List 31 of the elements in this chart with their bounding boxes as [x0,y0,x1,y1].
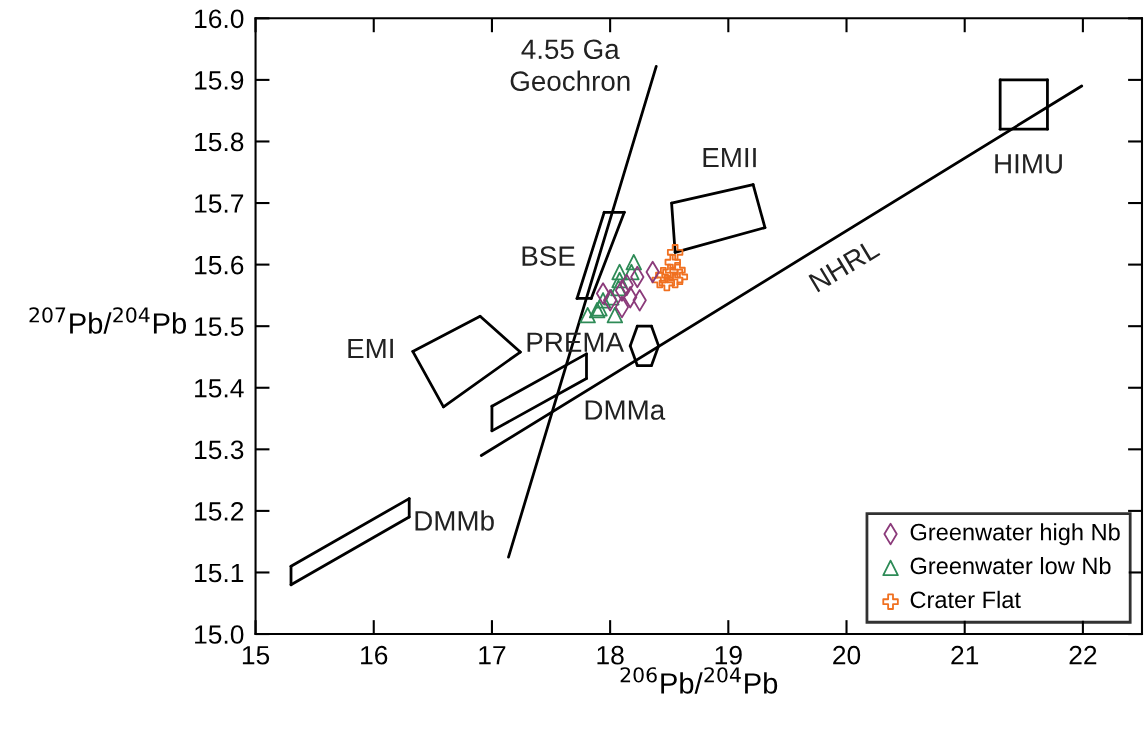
y-tick-label: 15.6 [195,255,244,275]
x-tick-label: 17 [479,646,506,665]
x-tick-label: 22 [1069,645,1097,665]
x-axis-title: $^{206}$Pb/$^{204}$Pb [620,667,778,694]
y-tick-label: 15.8 [195,132,244,152]
y-tick-label: 15.5 [195,317,244,337]
annotation: HIMU [995,154,1062,174]
x-tick-label: 18 [597,645,624,665]
annotation: DMMa [585,400,666,420]
y-tick-label: 15.9 [195,71,244,90]
x-tick-label: 15 [242,646,270,665]
annotation: DMMb [415,510,494,531]
y-tick-label: 15.1 [195,563,244,583]
x-tick-label: 20 [833,645,861,665]
legend-label: Greenwater high Nb [910,523,1120,546]
legend-label: Greenwater low Nb [910,556,1111,575]
y-tick-label: 15.7 [195,194,244,213]
y-tick-label: 15.2 [195,502,244,521]
y-tick-label: 15.0 [195,625,244,644]
legend-label: Crater Flat [910,590,1021,609]
y-tick-label: 15.3 [195,440,244,460]
annotation: EMII [703,148,756,168]
x-tick-label: 19 [715,645,742,665]
x-tick-label: 21 [951,645,979,665]
y-axis-title: $^{207}$Pb/$^{204}$Pb [29,307,187,334]
annotation: 4.55 Ga Geochron [510,39,630,92]
annotation: EMI [348,338,393,358]
y-tick-label: 16.0 [195,9,244,29]
x-tick-label: 16 [361,645,388,665]
y-tick-label: 15.4 [195,379,244,398]
annotation: BSE [522,246,575,266]
